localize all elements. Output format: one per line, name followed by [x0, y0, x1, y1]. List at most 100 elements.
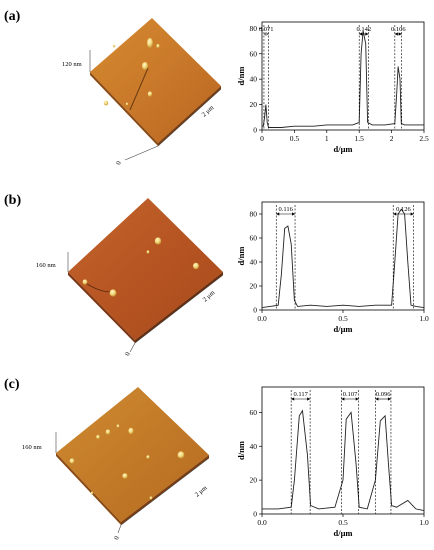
x-tick-label: 0.0 [257, 518, 267, 527]
afm-origin-label: 0 [113, 536, 121, 541]
x-tick-label: 0 [260, 134, 264, 143]
series-line [262, 30, 424, 128]
afm-side-left [68, 272, 135, 343]
width-label: 0.126 [396, 206, 411, 213]
y-tick-label: 20 [250, 100, 258, 109]
x-tick-label: 1.5 [355, 134, 365, 143]
afm-particle [147, 91, 153, 97]
x-tick-label: 2 [390, 134, 394, 143]
x-axis-label: d/μm [334, 324, 353, 334]
x-tick-label: 0.5 [338, 518, 348, 527]
width-label: 0.106 [391, 26, 406, 33]
afm-particle [142, 62, 148, 70]
x-tick-label: 0.0 [257, 314, 267, 323]
afm-height-label: 120 nm [62, 61, 82, 68]
y-tick-label: 60 [250, 49, 258, 58]
panel-c: (c) 160 nm 2 μm 0 0.0 0.5 1.0 0 20 40 60 d/μm d/… [4, 377, 429, 541]
series-line [262, 409, 425, 512]
y-axis-label: d/nm [236, 67, 246, 86]
afm-side-right [121, 455, 209, 525]
profile-chart: 0.0 0.5 1.0 0 20 40 60 80 d/μm d/nm 0.116 0.126 [236, 201, 429, 334]
afm-height-label: 160 nm [22, 444, 42, 451]
afm-side-left [90, 72, 158, 146]
x-tick-label: 2.5 [419, 134, 429, 143]
afm-axis-x [124, 145, 159, 161]
afm-particle [90, 491, 94, 495]
width-label: 0.116 [278, 206, 293, 213]
afm-image: 160 nm 2 μm 0 [36, 198, 224, 357]
afm-scan-line [129, 67, 149, 111]
width-label: 0.107 [343, 391, 358, 398]
afm-particle [103, 100, 109, 106]
afm-side-right [135, 272, 223, 343]
y-tick-label: 20 [250, 476, 258, 485]
width-label: 0.071 [259, 26, 274, 33]
afm-axis-label: 2 μm [202, 289, 217, 303]
afm-image: 160 nm 2 μm 0 [22, 387, 210, 541]
x-tick-label: 1.0 [419, 518, 429, 527]
y-axis-label: d/nm [236, 441, 246, 460]
afm-surface [68, 198, 223, 340]
afm-origin-label: 0 [115, 161, 123, 166]
arrow-heads [359, 32, 369, 36]
panel-b: (b) 160 nm 2 μm 0 0.0 0.5 1.0 0 20 40 60 80 d/μm… [4, 193, 429, 357]
afm-surface [56, 387, 209, 522]
afm-particle [109, 289, 117, 297]
y-axis-label: d/nm [236, 247, 246, 266]
plot-frame [261, 201, 425, 311]
panel-label: (c) [4, 377, 20, 392]
arrow-heads [263, 32, 269, 36]
y-tick-label: 80 [250, 24, 258, 33]
y-tick-label: 40 [250, 75, 258, 84]
afm-particle [154, 237, 162, 245]
x-axis-label: d/μm [334, 144, 353, 154]
x-tick-label: 1.0 [419, 314, 429, 323]
afm-particle [149, 496, 153, 500]
afm-side-right [158, 86, 221, 146]
afm-surface [90, 18, 221, 143]
afm-particle [125, 102, 129, 106]
plot-frame [261, 386, 425, 515]
afm-axis-y [120, 457, 210, 526]
afm-particle [116, 424, 120, 428]
afm-axis-y [134, 274, 224, 344]
y-tick-label: 20 [250, 282, 258, 291]
panel-label: (b) [4, 193, 21, 208]
x-tick-label: 1 [325, 134, 329, 143]
afm-particle [82, 279, 88, 285]
afm-height-label: 160 nm [36, 262, 56, 269]
afm-particle [146, 455, 150, 459]
y-tick-label: 80 [250, 210, 258, 219]
afm-particle [128, 427, 134, 435]
y-tick-label: 60 [250, 234, 258, 243]
y-tick-label: 0 [253, 126, 257, 135]
afm-axis-y [157, 88, 222, 147]
afm-particle [156, 44, 160, 48]
afm-side-left [56, 453, 121, 525]
afm-axis-x [129, 342, 136, 353]
afm-particle [96, 435, 100, 439]
x-tick-label: 0.5 [290, 134, 300, 143]
panel-a: (a) 120 nm 2 μm 0 0 0.5 1 1.5 2 2.5 0 20 40 60 80 d… [4, 9, 429, 166]
y-tick-label: 0 [253, 306, 257, 315]
arrow-heads [394, 32, 402, 36]
afm-particle [177, 451, 185, 459]
afm-particle [193, 262, 199, 270]
series-line [261, 208, 425, 309]
profile-chart: 0.0 0.5 1.0 0 20 40 60 d/μm d/nm 0.117 0.107 0.096 [236, 386, 429, 538]
x-tick-label: 0.5 [338, 314, 348, 323]
afm-image: 120 nm 2 μm 0 [62, 18, 222, 166]
afm-axis-label: 2 μm [194, 485, 209, 499]
afm-origin-label: 0 [124, 352, 132, 357]
y-tick-label: 40 [250, 442, 258, 451]
afm-particle [69, 458, 75, 464]
y-tick-label: 60 [250, 408, 258, 417]
width-label: 0.117 [293, 391, 308, 398]
width-label: 0.142 [356, 26, 371, 33]
afm-axis-x [117, 524, 122, 534]
profile-chart: 0 0.5 1 1.5 2 2.5 0 20 40 60 80 d/μm d/nm 0.071 0.142 0… [236, 21, 429, 154]
afm-particle [122, 473, 128, 479]
x-axis-label: d/μm [334, 528, 353, 538]
plot-frame [261, 21, 425, 131]
